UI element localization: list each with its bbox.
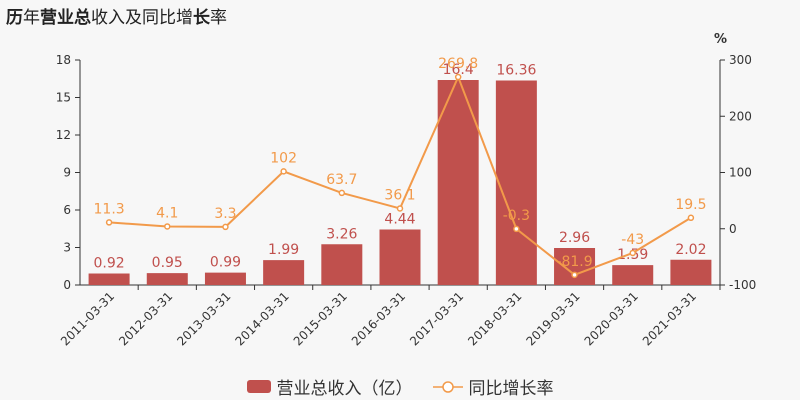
y-right-tick-label: 200: [729, 109, 752, 123]
legend-bar-swatch: [246, 380, 271, 393]
growth-point: [454, 73, 462, 81]
combo-chart: 0 3 6 9 12 15 18 -100 0 100 200 300% 2011-03-312012-…: [56, 32, 757, 348]
y-left-tick-label: 12: [56, 128, 71, 142]
growth-point-label: -43: [621, 232, 644, 248]
revenue-bar-label: 1.99: [268, 242, 299, 258]
revenue-bar: [495, 80, 537, 285]
legend: 营业总收入（亿） 同比增长率: [0, 374, 800, 399]
chart-title: 历年营业总收入及同比增长率: [6, 3, 227, 28]
y-right-tick-label: 0: [729, 222, 737, 236]
revenue-bar-label: 4.44: [384, 212, 415, 228]
growth-point-label: 102: [270, 150, 297, 166]
revenue-bar-label: 0.92: [94, 256, 125, 272]
growth-point-label: 3.3: [214, 206, 236, 222]
title-part-1: 历: [6, 8, 23, 28]
x-tick-label: 2015-03-31: [291, 289, 350, 348]
legend-line-marker: [441, 380, 454, 393]
revenue-bar: [379, 229, 421, 285]
growth-point-label: 19.5: [675, 197, 706, 213]
growth-point-label: -0.3: [503, 208, 530, 224]
growth-point: [571, 271, 578, 279]
growth-point-label: 36.1: [384, 187, 415, 203]
x-tick-label: 2016-03-31: [349, 289, 408, 348]
x-tick-label: 2012-03-31: [116, 289, 175, 348]
growth-point: [396, 205, 404, 212]
x-tick-label: 2021-03-31: [640, 289, 699, 348]
legend-item-growth[interactable]: 同比增长率: [432, 374, 554, 399]
x-tick-label: 2017-03-31: [407, 289, 466, 348]
y-right-unit: %: [714, 32, 727, 47]
legend-line-icon: [432, 380, 463, 393]
growth-point: [687, 214, 695, 222]
y-left-tick-label: 15: [56, 91, 71, 105]
y-left-tick-label: 3: [63, 241, 71, 255]
x-tick-label: 2014-03-31: [233, 289, 292, 348]
revenue-bar: [263, 260, 305, 285]
growth-point-label: 4.1: [156, 205, 178, 221]
revenue-bar-label: 0.99: [210, 255, 241, 271]
y-left-tick-label: 18: [56, 53, 71, 67]
x-tick-label: 2020-03-31: [582, 289, 641, 348]
revenue-bar-label: 2.02: [675, 242, 706, 258]
growth-point-label: -81.9: [556, 254, 592, 270]
legend-item-revenue[interactable]: 营业总收入（亿）: [246, 374, 413, 399]
revenue-bar: [612, 265, 654, 285]
growth-point: [222, 223, 229, 231]
revenue-bar: [204, 272, 246, 285]
x-tick-label: 2019-03-31: [523, 289, 582, 348]
revenue-bar: [670, 259, 712, 285]
y-right-tick-label: -100: [729, 278, 756, 292]
revenue-bar: [146, 273, 188, 285]
title-part-5: 长: [193, 8, 210, 28]
growth-point: [513, 225, 520, 233]
revenue-bar: [554, 248, 596, 285]
y-right-tick-label: 100: [729, 166, 752, 180]
y-right-tick-label: 300: [729, 53, 752, 67]
growth-point-label: 63.7: [326, 172, 357, 188]
y-left-tick-label: 6: [63, 203, 71, 217]
growth-point-label: 11.3: [94, 201, 125, 217]
growth-point: [338, 189, 346, 197]
growth-point: [105, 219, 113, 226]
revenue-bar: [321, 244, 363, 285]
revenue-bar-label: 2.96: [559, 230, 590, 246]
title-part-3: 营业总: [40, 8, 91, 28]
growth-point: [629, 249, 636, 257]
x-tick-label: 2011-03-31: [58, 289, 117, 348]
revenue-bar: [88, 273, 130, 285]
growth-point: [164, 223, 171, 230]
title-part-4: 收入及同比增: [91, 8, 193, 28]
growth-point-label: 269.8: [438, 56, 478, 72]
revenue-bar-label: 16.4: [443, 62, 474, 78]
legend-growth-label: 同比增长率: [468, 379, 554, 399]
y-left-tick-label: 0: [63, 278, 71, 292]
x-tick-label: 2018-03-31: [465, 289, 524, 348]
title-part-6: 率: [210, 8, 227, 28]
legend-revenue-label: 营业总收入（亿）: [276, 379, 413, 399]
revenue-bar-label: 3.26: [326, 226, 357, 242]
revenue-bar-label: 16.36: [496, 63, 536, 79]
title-part-2: 年: [23, 8, 40, 28]
growth-point: [280, 168, 287, 175]
y-left-tick-label: 9: [63, 166, 71, 180]
revenue-bar-label: 0.95: [152, 255, 183, 271]
x-tick-label: 2013-03-31: [174, 289, 233, 348]
